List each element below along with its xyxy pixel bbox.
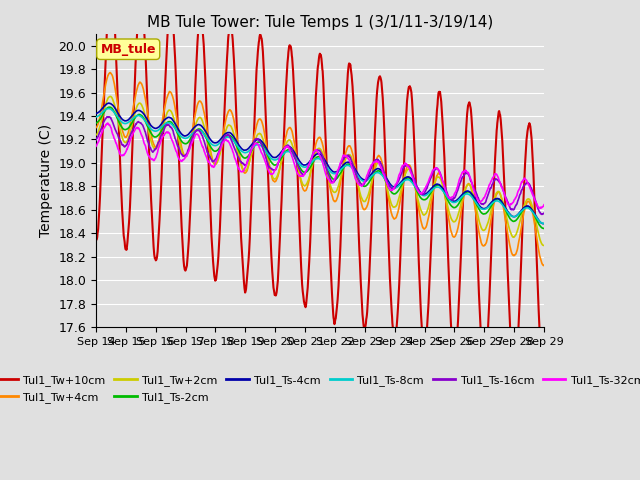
Tul1_Ts-4cm	[192, 123, 200, 129]
Tul1_Ts-32cm	[181, 155, 189, 161]
Tul1_Tw+10cm	[192, 69, 200, 74]
Tul1_Ts-16cm	[538, 212, 546, 217]
Tul1_Ts-32cm	[448, 194, 456, 200]
Tul1_Ts-4cm	[389, 184, 397, 190]
Line: Tul1_Tw+4cm: Tul1_Tw+4cm	[96, 72, 544, 265]
Tul1_Ts-32cm	[242, 163, 250, 168]
Tul1_Ts-2cm	[540, 226, 548, 231]
Tul1_Ts-8cm	[540, 220, 548, 226]
Tul1_Tw+4cm	[192, 108, 200, 114]
Tul1_Ts-8cm	[105, 106, 113, 111]
Line: Tul1_Tw+2cm: Tul1_Tw+2cm	[96, 96, 544, 246]
Tul1_Ts-16cm	[540, 210, 548, 216]
Tul1_Tw+4cm	[540, 263, 547, 268]
Tul1_Ts-32cm	[92, 144, 100, 149]
Tul1_Ts-2cm	[487, 204, 495, 209]
Tul1_Tw+10cm	[487, 255, 495, 261]
Y-axis label: Temperature (C): Temperature (C)	[39, 124, 53, 237]
Tul1_Tw+4cm	[487, 216, 495, 222]
Tul1_Ts-16cm	[448, 197, 456, 203]
Tul1_Ts-2cm	[92, 120, 100, 126]
Tul1_Ts-16cm	[487, 185, 495, 191]
Tul1_Tw+10cm	[92, 237, 100, 243]
Tul1_Ts-16cm	[103, 114, 111, 120]
Tul1_Ts-8cm	[192, 128, 200, 134]
Tul1_Tw+2cm	[107, 94, 115, 99]
Tul1_Tw+10cm	[389, 326, 397, 332]
Tul1_Ts-8cm	[92, 114, 100, 120]
Tul1_Tw+4cm	[448, 230, 456, 236]
Legend: Tul1_Tw+10cm, Tul1_Tw+4cm, Tul1_Tw+2cm, Tul1_Ts-2cm, Tul1_Ts-4cm, Tul1_Ts-8cm, T: Tul1_Tw+10cm, Tul1_Tw+4cm, Tul1_Tw+2cm, …	[0, 371, 640, 407]
Tul1_Ts-8cm	[539, 220, 547, 226]
Tul1_Ts-4cm	[242, 147, 250, 153]
Tul1_Tw+2cm	[181, 154, 189, 159]
Tul1_Tw+2cm	[540, 243, 548, 249]
Tul1_Ts-8cm	[242, 150, 250, 156]
Tul1_Tw+10cm	[181, 267, 189, 273]
Tul1_Tw+4cm	[242, 169, 250, 175]
Line: Tul1_Tw+10cm: Tul1_Tw+10cm	[96, 0, 544, 384]
Tul1_Ts-32cm	[192, 132, 200, 137]
Tul1_Tw+4cm	[92, 125, 100, 131]
Tul1_Ts-8cm	[448, 199, 456, 204]
Tul1_Tw+10cm	[540, 382, 548, 387]
Line: Tul1_Ts-8cm: Tul1_Ts-8cm	[96, 108, 544, 223]
Tul1_Ts-4cm	[540, 221, 548, 227]
Line: Tul1_Ts-4cm: Tul1_Ts-4cm	[96, 103, 544, 224]
Tul1_Ts-4cm	[448, 197, 456, 203]
Tul1_Ts-32cm	[104, 120, 111, 126]
Tul1_Tw+2cm	[389, 204, 397, 210]
Tul1_Ts-2cm	[389, 191, 397, 196]
Tul1_Tw+4cm	[540, 263, 548, 268]
Tul1_Ts-2cm	[540, 226, 548, 231]
Tul1_Tw+10cm	[242, 286, 250, 292]
Tul1_Ts-2cm	[106, 104, 113, 110]
Tul1_Tw+2cm	[192, 121, 200, 127]
Tul1_Ts-16cm	[242, 162, 250, 168]
Tul1_Ts-4cm	[181, 133, 189, 139]
Tul1_Ts-2cm	[242, 155, 250, 161]
Text: MB_tule: MB_tule	[100, 43, 156, 56]
Tul1_Tw+4cm	[181, 153, 189, 159]
Tul1_Ts-8cm	[389, 185, 397, 191]
Line: Tul1_Ts-32cm: Tul1_Ts-32cm	[96, 123, 544, 208]
Tul1_Ts-4cm	[487, 200, 495, 205]
Tul1_Ts-32cm	[389, 186, 397, 192]
Title: MB Tule Tower: Tule Temps 1 (3/1/11-3/19/14): MB Tule Tower: Tule Temps 1 (3/1/11-3/19…	[147, 15, 493, 30]
Tul1_Ts-2cm	[448, 203, 456, 209]
Tul1_Tw+4cm	[106, 70, 114, 75]
Tul1_Tw+10cm	[448, 331, 456, 336]
Tul1_Ts-8cm	[487, 202, 495, 207]
Tul1_Ts-32cm	[540, 202, 548, 208]
Tul1_Ts-8cm	[181, 135, 189, 141]
Tul1_Ts-32cm	[536, 205, 543, 211]
Line: Tul1_Ts-16cm: Tul1_Ts-16cm	[96, 117, 544, 215]
Tul1_Ts-2cm	[181, 141, 189, 146]
Tul1_Ts-4cm	[92, 110, 100, 116]
Tul1_Tw+2cm	[448, 216, 456, 222]
Tul1_Ts-16cm	[192, 128, 200, 134]
Line: Tul1_Ts-2cm: Tul1_Ts-2cm	[96, 107, 544, 228]
Tul1_Ts-16cm	[181, 153, 189, 159]
Tul1_Tw+2cm	[487, 208, 495, 214]
Tul1_Ts-4cm	[105, 100, 113, 106]
Tul1_Ts-16cm	[389, 185, 397, 191]
Tul1_Tw+4cm	[389, 215, 397, 220]
Tul1_Tw+2cm	[92, 132, 100, 138]
Tul1_Ts-16cm	[92, 137, 100, 143]
Tul1_Ts-2cm	[192, 128, 200, 133]
Tul1_Ts-32cm	[487, 179, 495, 184]
Tul1_Tw+2cm	[242, 168, 250, 173]
Tul1_Ts-4cm	[540, 221, 548, 227]
